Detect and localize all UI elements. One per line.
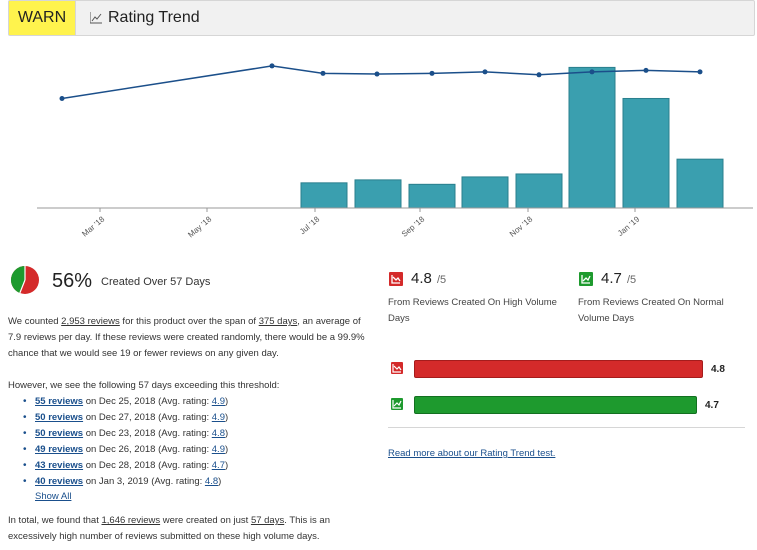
day-rating-link[interactable]: 4.8 xyxy=(211,428,225,439)
summary-paragraph: We counted 2,953 reviews for this produc… xyxy=(8,314,373,362)
trend-up-icon xyxy=(579,272,593,286)
summary-text-1: We counted xyxy=(8,316,62,327)
test-header: WARN Rating Trend xyxy=(8,0,755,36)
trend-down-icon xyxy=(389,272,403,286)
normal-volume-bar-value: 4.7 xyxy=(705,400,719,411)
list-item: 55 reviews on Dec 25, 2018 (Avg. rating:… xyxy=(8,394,373,410)
list-item: 50 reviews on Dec 27, 2018 (Avg. rating:… xyxy=(8,410,373,426)
day-reviews-link[interactable]: 50 reviews xyxy=(35,428,84,439)
x-tick-label: Sep '18 xyxy=(400,214,427,239)
chart-bar xyxy=(300,182,348,209)
trend-up-icon xyxy=(391,398,403,410)
score-percent: 56% xyxy=(52,270,93,292)
day-reviews-link[interactable]: 40 reviews xyxy=(35,476,84,487)
normal-volume-bar xyxy=(414,396,697,414)
high-volume-bar xyxy=(414,360,703,378)
span-days-link[interactable]: 375 days xyxy=(258,316,298,327)
list-item: 43 reviews on Dec 28, 2018 (Avg. rating:… xyxy=(8,458,373,474)
list-item: 40 reviews on Jan 3, 2019 (Avg. rating: … xyxy=(8,474,373,490)
rating-trend-chart: Mar '18 May '18 Jul '18 Sep '18 Nov '18 Jan '… xyxy=(37,63,753,239)
line-chart-icon xyxy=(90,12,102,24)
day-reviews-link[interactable]: 49 reviews xyxy=(35,444,84,455)
chart-bar xyxy=(354,179,402,209)
chart-bar xyxy=(622,97,670,209)
normal-volume-rating: 4.7 xyxy=(601,270,622,287)
rating-point xyxy=(482,69,488,75)
rating-point xyxy=(320,70,326,76)
day-date-text: on Dec 28, 2018 (Avg. rating: xyxy=(83,460,212,471)
day-close-paren: ) xyxy=(218,476,222,487)
rating-point xyxy=(269,63,275,69)
day-rating-link[interactable]: 4.9 xyxy=(211,444,225,455)
trend-down-icon xyxy=(391,362,403,374)
chart-bar xyxy=(515,173,563,209)
show-all-link[interactable]: Show All xyxy=(35,491,72,502)
day-close-paren: ) xyxy=(224,412,229,423)
x-tick-label: Mar '18 xyxy=(80,214,106,238)
high-volume-reviews-link[interactable]: 1,646 reviews xyxy=(101,515,161,526)
rating-point xyxy=(59,95,65,101)
day-rating-link[interactable]: 4.8 xyxy=(204,476,219,487)
pie-green-slice xyxy=(10,266,25,294)
high-volume-days-link[interactable]: 57 days xyxy=(250,515,285,526)
day-rating-link[interactable]: 4.9 xyxy=(211,412,225,423)
score-pie-icon xyxy=(10,266,39,294)
x-tick-label: Nov '18 xyxy=(508,214,535,239)
threshold-paragraph: However, we see the following 57 days ex… xyxy=(8,380,280,391)
score-caption: Created Over 57 Days xyxy=(101,276,211,288)
x-tick-label: Jan '19 xyxy=(616,214,642,238)
summary-text-2: for this product over the span of xyxy=(119,316,259,327)
warn-badge: WARN xyxy=(9,1,76,35)
high-volume-denominator: /5 xyxy=(437,274,447,286)
high-volume-caption: From Reviews Created On High Volume Days xyxy=(388,297,557,324)
day-date-text: on Jan 3, 2019 (Avg. rating: xyxy=(83,476,205,487)
chart-bar xyxy=(568,66,616,209)
day-date-text: on Dec 26, 2018 (Avg. rating: xyxy=(83,444,212,455)
day-rating-link[interactable]: 4.9 xyxy=(211,396,225,407)
day-reviews-link[interactable]: 43 reviews xyxy=(35,460,84,471)
day-close-paren: ) xyxy=(224,396,229,407)
total-paragraph: In total, we found that 1,646 reviews we… xyxy=(8,513,373,545)
x-tick-label: Jul '18 xyxy=(298,214,322,236)
chart-bar xyxy=(461,176,509,209)
chart-bar xyxy=(408,183,456,209)
rating-point xyxy=(374,71,380,77)
list-item: 50 reviews on Dec 23, 2018 (Avg. rating:… xyxy=(8,426,373,442)
day-date-text: on Dec 25, 2018 (Avg. rating: xyxy=(83,396,212,407)
normal-volume-caption: From Reviews Created On Normal Volume Da… xyxy=(578,297,724,324)
day-close-paren: ) xyxy=(224,460,229,471)
high-volume-bar-value: 4.8 xyxy=(711,364,725,375)
line-layer xyxy=(59,63,703,101)
rating-point xyxy=(643,67,649,73)
day-date-text: on Dec 27, 2018 (Avg. rating: xyxy=(83,412,212,423)
day-close-paren: ) xyxy=(224,444,229,455)
total-text-3: . This is an excessively high number of … xyxy=(8,515,330,542)
x-tick-label: May '18 xyxy=(186,214,213,239)
rating-line xyxy=(61,65,701,100)
total-reviews-link[interactable]: 2,953 reviews xyxy=(61,316,120,327)
list-item: 49 reviews on Dec 26, 2018 (Avg. rating:… xyxy=(8,442,373,458)
rating-point xyxy=(429,70,435,76)
bars-layer xyxy=(300,66,724,209)
day-close-paren: ) xyxy=(224,428,229,439)
rating-point xyxy=(589,69,595,75)
rating-point xyxy=(536,72,542,78)
header-title: Rating Trend xyxy=(108,9,200,26)
rating-comparison: 4.8 4.7 xyxy=(388,350,745,428)
day-reviews-link[interactable]: 55 reviews xyxy=(35,396,84,407)
total-text-2: were created on just xyxy=(160,515,251,526)
ticks-layer: Mar '18 May '18 Jul '18 Sep '18 Nov '18 Jan '… xyxy=(80,208,642,239)
day-reviews-link[interactable]: 50 reviews xyxy=(35,412,84,423)
day-date-text: on Dec 23, 2018 (Avg. rating: xyxy=(83,428,212,439)
read-more-link[interactable]: Read more about our Rating Trend test. xyxy=(388,448,556,459)
total-text-1: In total, we found that xyxy=(8,515,102,526)
day-rating-link[interactable]: 4.7 xyxy=(211,460,225,471)
summary-text-3: , an average of 7.9 reviews per day. If … xyxy=(8,316,365,359)
chart-bar xyxy=(676,158,724,209)
high-volume-days-list: 55 reviews on Dec 25, 2018 (Avg. rating:… xyxy=(8,394,373,490)
normal-volume-denominator: /5 xyxy=(627,274,637,286)
rating-point xyxy=(697,69,703,75)
high-volume-rating: 4.8 xyxy=(411,270,432,287)
